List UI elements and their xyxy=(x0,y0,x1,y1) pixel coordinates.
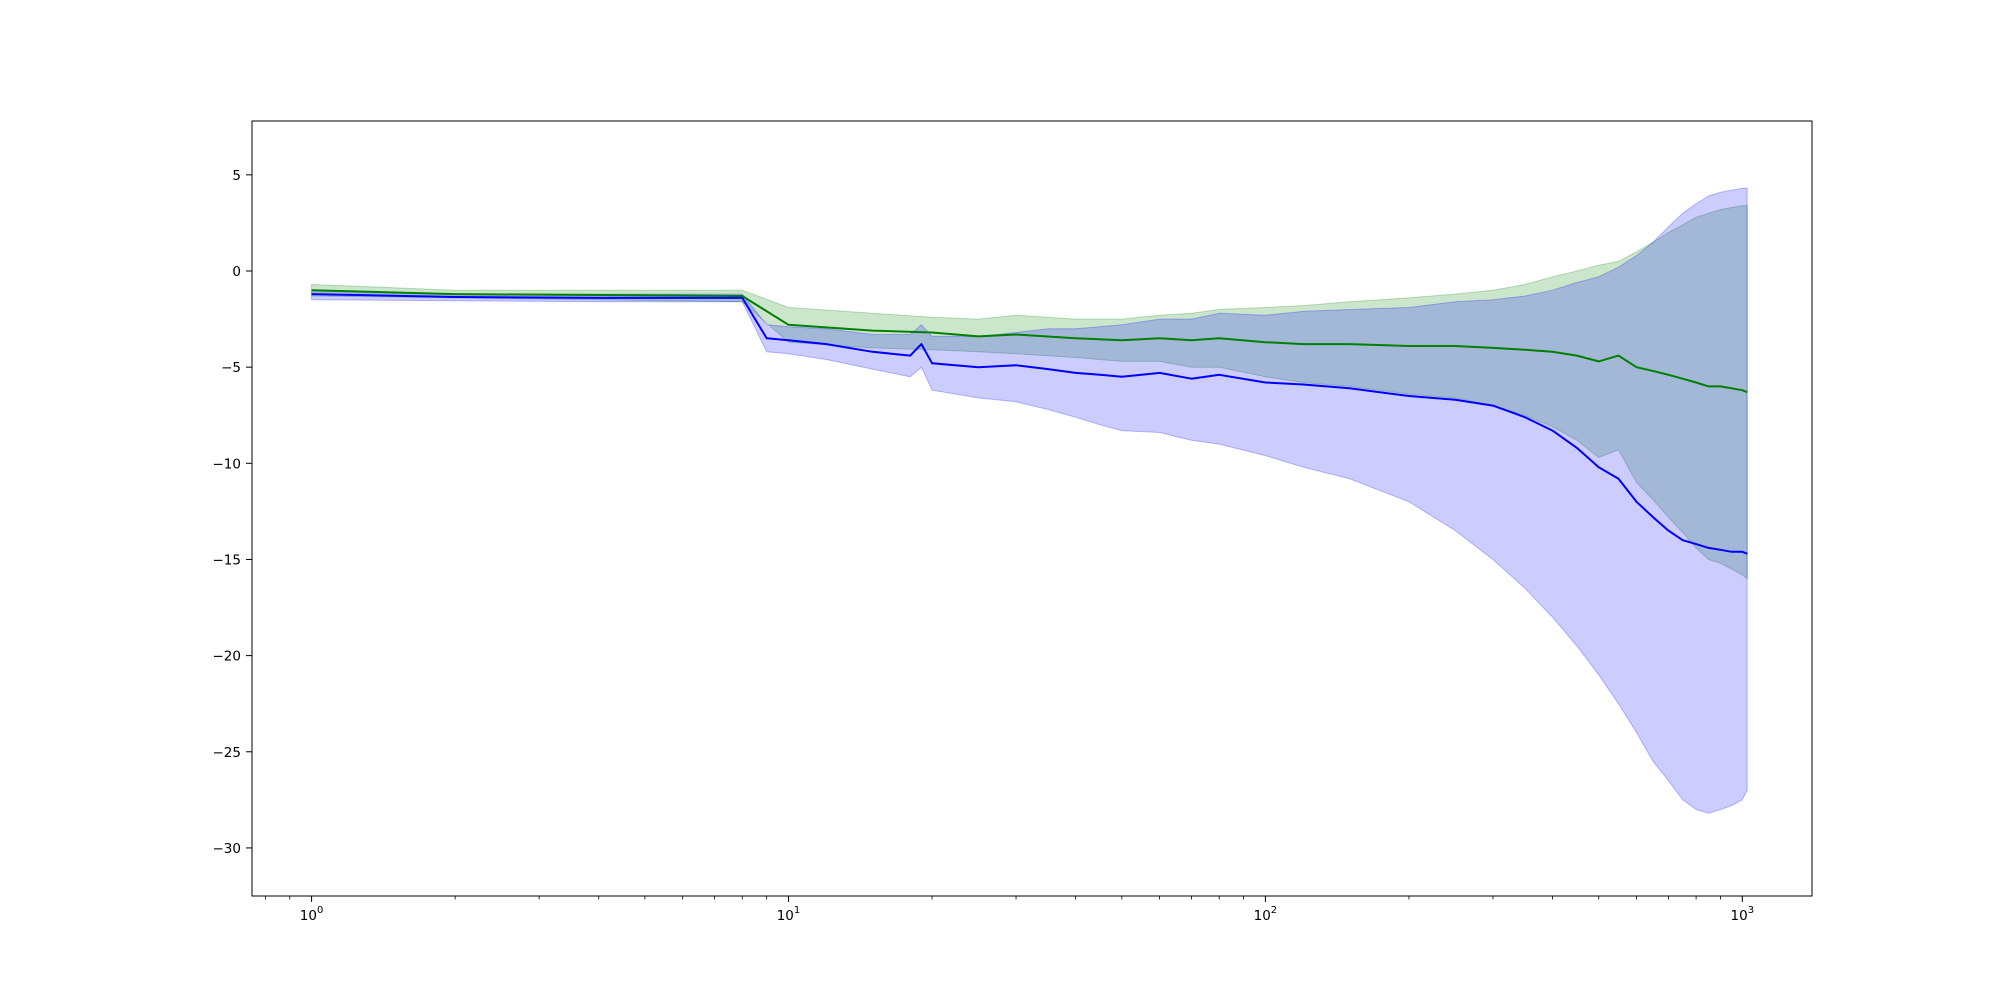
y-tick-label: −15 xyxy=(213,552,242,568)
y-tick-label: 0 xyxy=(232,264,241,280)
x-tick-label: 103 xyxy=(1731,905,1755,924)
series-lines xyxy=(311,289,1748,555)
y-tick-label: 5 xyxy=(232,168,241,184)
x-tick-label: 101 xyxy=(777,905,801,924)
y-tick-label: −5 xyxy=(221,360,241,376)
y-tick-label: −10 xyxy=(213,456,242,472)
y-axis: 5 0 −5 −10 −15 −20 −25 −30 xyxy=(213,168,252,857)
green-mean-line xyxy=(311,289,1748,394)
y-tick-label: −30 xyxy=(213,841,242,857)
x-tick-label: 102 xyxy=(1254,905,1278,924)
y-tick-label: −25 xyxy=(213,745,242,761)
blue-mean-line xyxy=(311,293,1748,555)
plot-frame xyxy=(251,120,1813,897)
x-axis: 100 101 102 103 xyxy=(264,896,1755,924)
x-tick-label: 100 xyxy=(300,905,324,924)
y-tick-label: −20 xyxy=(213,649,242,665)
